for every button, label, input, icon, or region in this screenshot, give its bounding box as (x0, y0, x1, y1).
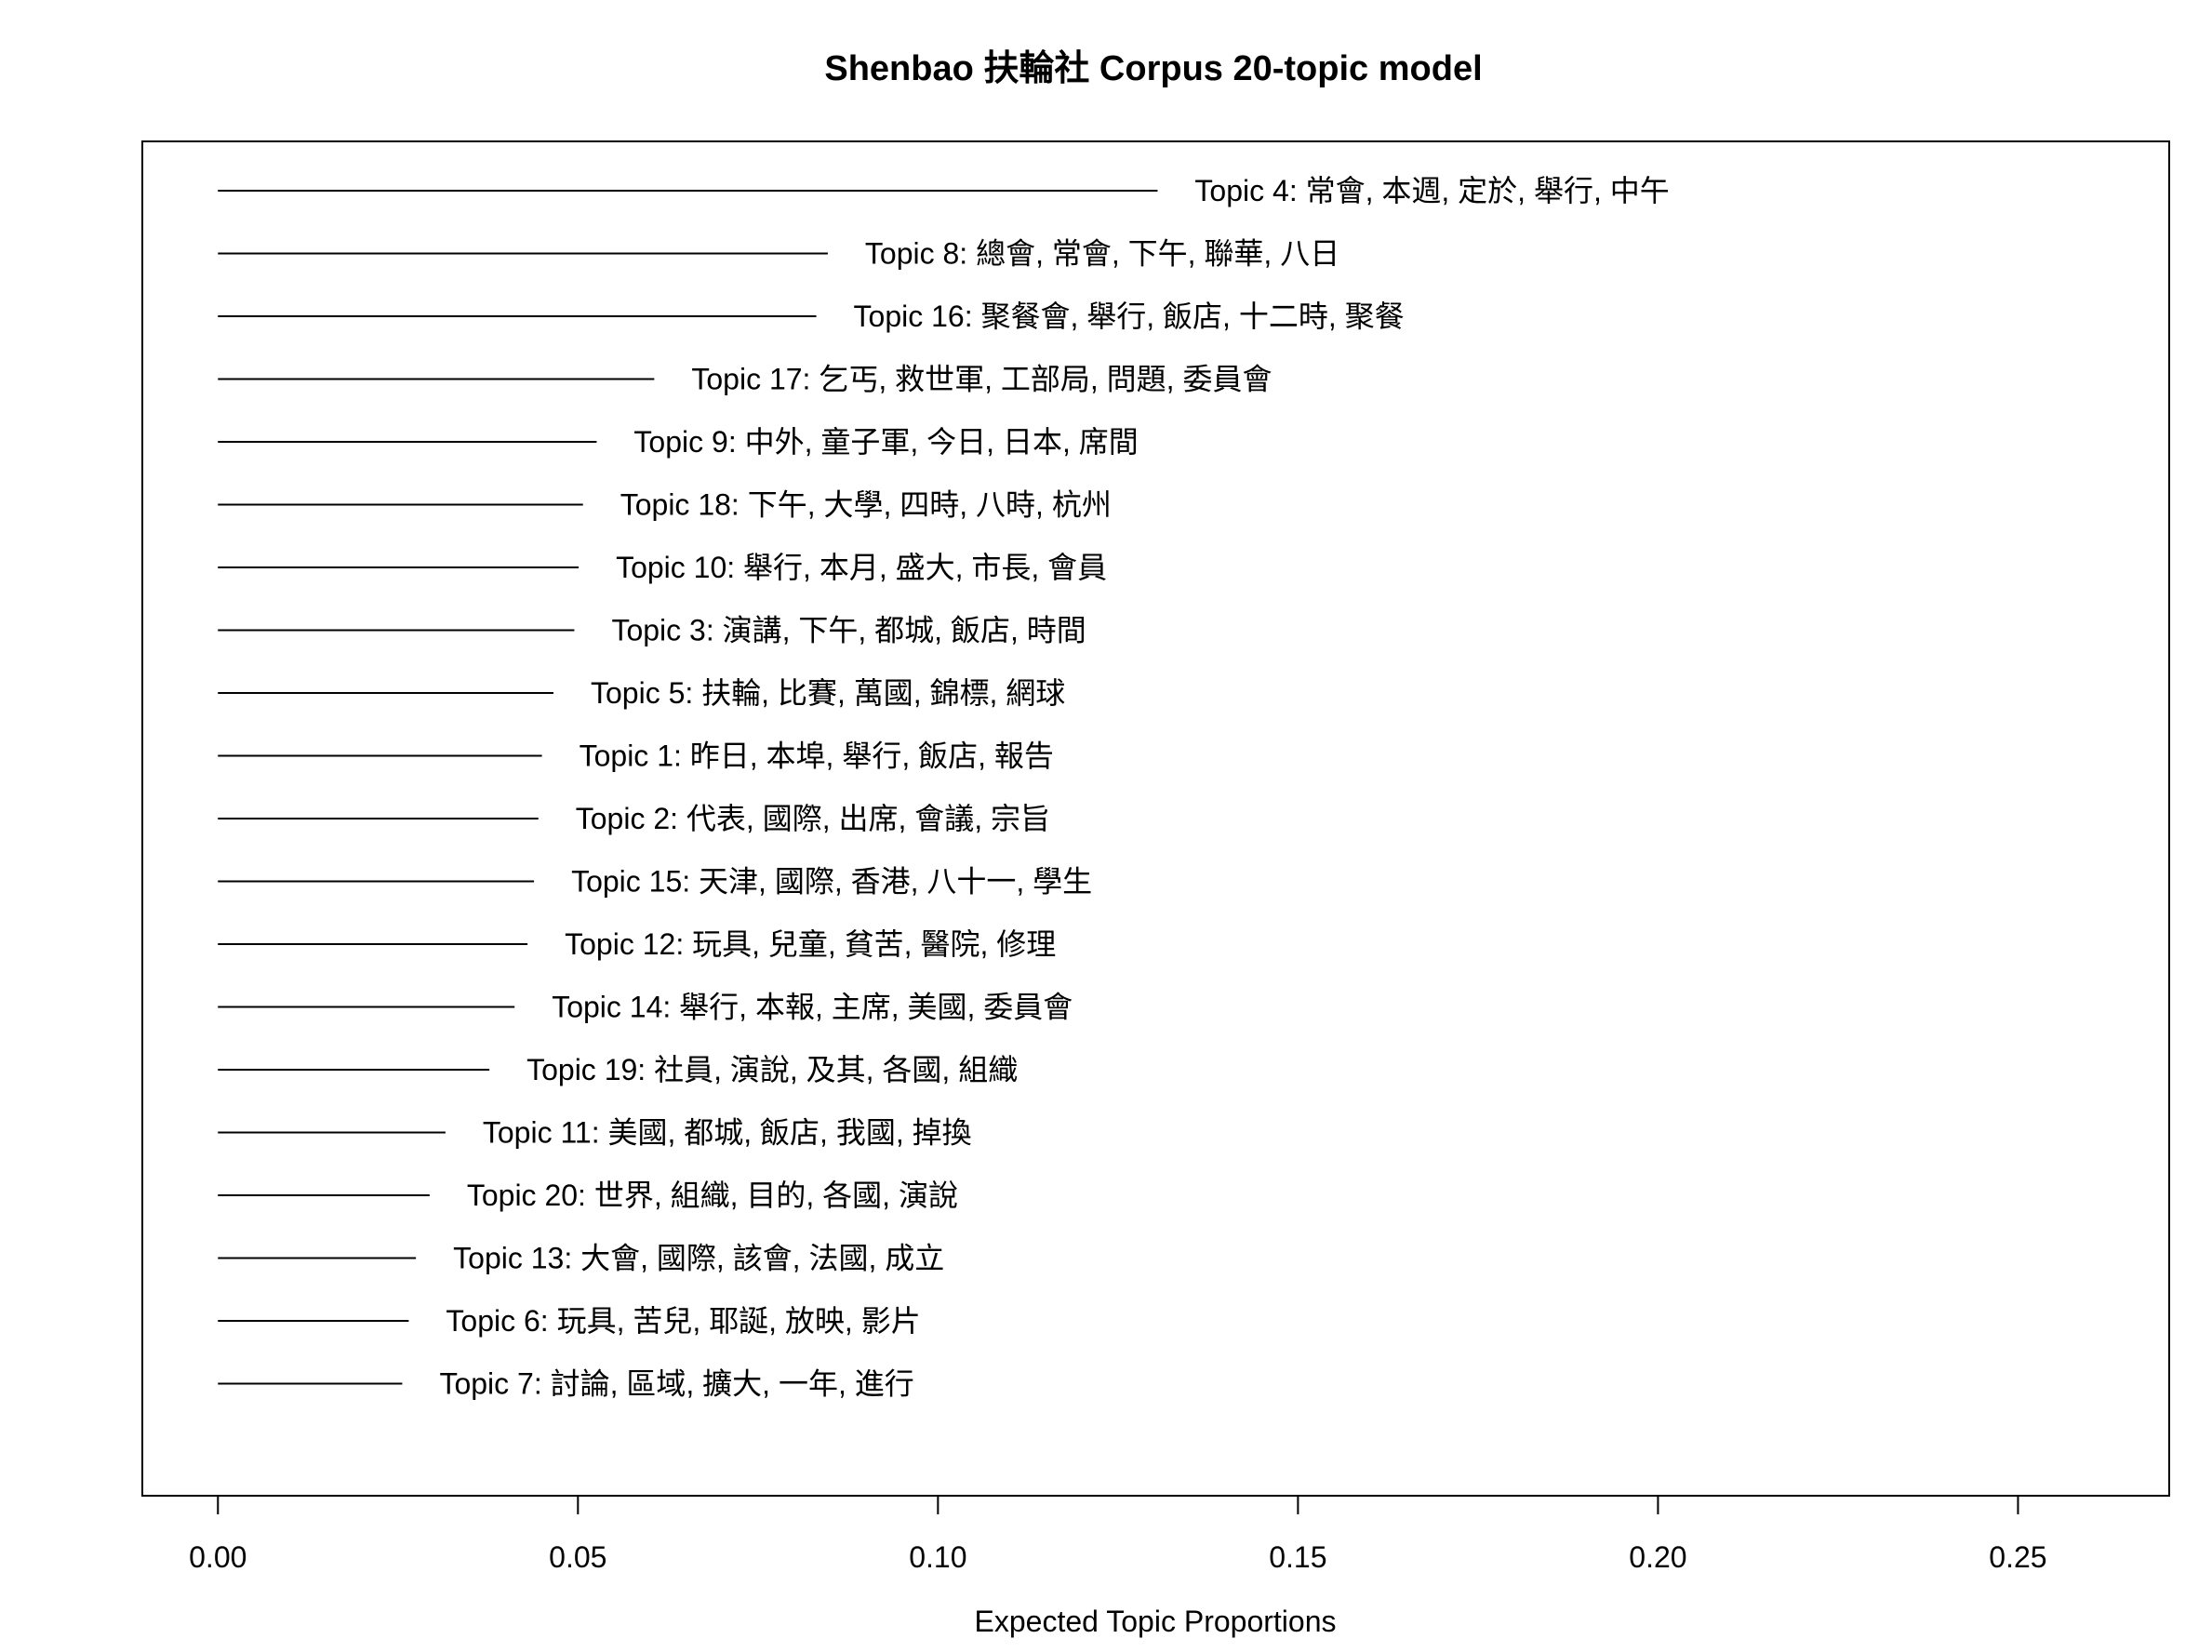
topic-label: Topic 19: 社員, 演說, 及其, 各國, 組織 (526, 1053, 1018, 1086)
topic-label: Topic 7: 討論, 區域, 擴大, 一年, 進行 (439, 1367, 913, 1401)
topic-labels: Topic 4: 常會, 本週, 定於, 舉行, 中午 Topic 8: 總會, … (439, 174, 1669, 1401)
x-tick-label: 0.10 (909, 1540, 966, 1574)
topic-bars (218, 190, 1158, 1385)
topic-label: Topic 2: 代表, 國際, 出席, 會議, 宗旨 (576, 802, 1050, 835)
x-axis: 0.00 0.05 0.10 0.15 0.20 0.25 (189, 1495, 2047, 1574)
topic-label: Topic 3: 演講, 下午, 都城, 飯店, 時間 (611, 614, 1086, 647)
x-tick-label: 0.05 (549, 1540, 606, 1574)
topic-label: Topic 12: 玩具, 兒童, 貧苦, 醫院, 修理 (565, 927, 1056, 961)
topic-label: Topic 8: 總會, 常會, 下午, 聯華, 八日 (865, 237, 1339, 271)
topic-label: Topic 18: 下午, 大學, 四時, 八時, 杭州 (620, 488, 1112, 522)
x-tick-label: 0.15 (1269, 1540, 1326, 1574)
x-tick-label: 0.20 (1629, 1540, 1686, 1574)
topic-label: Topic 17: 乞丐, 救世軍, 工部局, 問題, 委員會 (691, 363, 1272, 396)
topic-label: Topic 6: 玩具, 苦兒, 耶誕, 放映, 影片 (446, 1304, 920, 1338)
topic-label: Topic 13: 大會, 國際, 該會, 法國, 成立 (453, 1242, 944, 1275)
topic-label: Topic 4: 常會, 本週, 定於, 舉行, 中午 (1194, 174, 1669, 207)
topic-label: Topic 9: 中外, 童子軍, 今日, 日本, 席間 (633, 425, 1138, 459)
topic-label: Topic 14: 舉行, 本報, 主席, 美國, 委員會 (552, 991, 1073, 1024)
topic-label: Topic 15: 天津, 國際, 香港, 八十一, 學生 (571, 865, 1092, 899)
x-tick-label: 0.25 (1989, 1540, 2046, 1574)
topic-label: Topic 10: 舉行, 本月, 盛大, 市長, 會員 (616, 551, 1107, 584)
topic-label: Topic 1: 昨日, 本埠, 舉行, 飯店, 報告 (580, 739, 1054, 773)
topic-label: Topic 11: 美國, 都城, 飯店, 我國, 掉換 (483, 1116, 972, 1150)
topic-label: Topic 20: 世界, 組織, 目的, 各國, 演說 (467, 1179, 958, 1212)
x-tick-label: 0.00 (189, 1540, 247, 1574)
topic-label: Topic 16: 聚餐會, 舉行, 飯店, 十二時, 聚餐 (854, 300, 1405, 333)
x-axis-label: Expected Topic Proportions (975, 1605, 1337, 1638)
topic-label: Topic 5: 扶輪, 比賽, 萬國, 錦標, 網球 (591, 676, 1065, 710)
chart-title: Shenbao 扶輪社 Corpus 20-topic model (824, 49, 1482, 88)
